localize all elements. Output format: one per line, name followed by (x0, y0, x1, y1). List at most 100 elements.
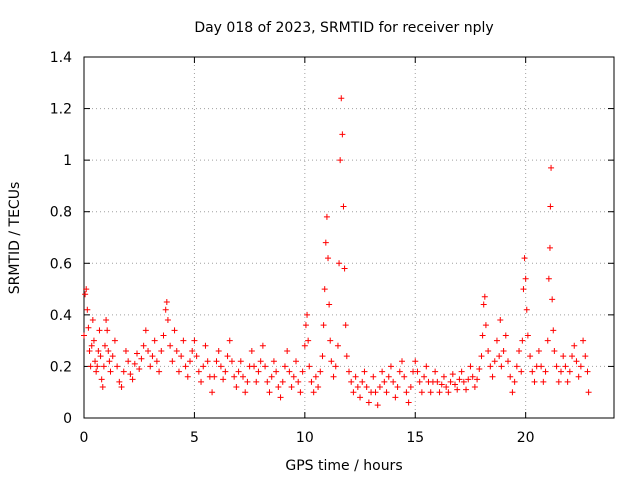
data-point (523, 306, 530, 313)
data-point (485, 347, 492, 354)
data-point (529, 368, 536, 375)
data-point (99, 384, 106, 391)
data-point (306, 363, 313, 370)
data-point (352, 373, 359, 380)
data-point (215, 347, 222, 354)
data-point (151, 337, 158, 344)
data-point (251, 363, 258, 370)
data-point (338, 95, 345, 102)
data-point (167, 342, 174, 349)
data-point (544, 337, 551, 344)
data-point (228, 358, 235, 365)
data-point (109, 353, 116, 360)
data-point (87, 363, 94, 370)
data-point (370, 373, 377, 380)
data-point (304, 311, 311, 318)
data-point (153, 358, 160, 365)
data-point (202, 342, 209, 349)
data-point (491, 358, 498, 365)
data-point (84, 306, 91, 313)
data-point (175, 368, 182, 375)
data-point (131, 360, 138, 367)
data-point (136, 366, 143, 373)
data-point (257, 358, 264, 365)
data-point (231, 373, 238, 380)
data-point (111, 337, 118, 344)
data-point (200, 363, 207, 370)
x-tick-label: 20 (517, 430, 535, 446)
data-point (83, 286, 90, 293)
data-point (538, 363, 545, 370)
data-point (97, 353, 104, 360)
data-point (454, 386, 461, 393)
data-point (474, 376, 481, 383)
data-point (315, 384, 322, 391)
data-point (584, 368, 591, 375)
data-point (585, 389, 592, 396)
data-point (147, 363, 154, 370)
data-point (180, 337, 187, 344)
data-point (372, 389, 379, 396)
data-point (374, 402, 381, 409)
data-point (100, 363, 107, 370)
data-point (86, 347, 93, 354)
x-tick-label: 0 (80, 430, 89, 446)
data-point (519, 337, 526, 344)
data-point (582, 353, 589, 360)
data-point (327, 337, 334, 344)
grid-lines (84, 57, 614, 418)
data-point (500, 347, 507, 354)
data-point (418, 389, 425, 396)
data-point (149, 353, 156, 360)
data-point (381, 378, 388, 385)
data-point (193, 353, 200, 360)
data-point (138, 355, 145, 362)
data-point (158, 347, 165, 354)
data-point (531, 378, 538, 385)
data-point (376, 384, 383, 391)
data-point (387, 363, 394, 370)
data-point (449, 371, 456, 378)
data-point (114, 363, 121, 370)
data-point (88, 342, 95, 349)
data-point (101, 342, 108, 349)
data-point (416, 378, 423, 385)
data-point (198, 378, 205, 385)
data-point (434, 378, 441, 385)
data-point (242, 389, 249, 396)
data-point (105, 347, 112, 354)
data-point (103, 317, 110, 324)
data-point (546, 244, 553, 251)
data-point (89, 317, 96, 324)
data-point (480, 301, 487, 308)
data-point (564, 378, 571, 385)
data-point (255, 368, 262, 375)
data-point (277, 394, 284, 401)
data-point (479, 332, 486, 339)
data-point (354, 384, 361, 391)
data-point (235, 368, 242, 375)
data-point (187, 358, 193, 365)
data-point (233, 384, 240, 391)
data-point (403, 389, 410, 396)
data-point (438, 381, 445, 388)
data-point (513, 363, 520, 370)
data-point (336, 260, 343, 267)
data-point (204, 358, 211, 365)
data-point (90, 337, 97, 344)
data-point (220, 376, 227, 383)
data-point (226, 337, 233, 344)
data-point (343, 353, 350, 360)
data-point (129, 376, 136, 383)
data-point (405, 399, 412, 406)
data-point (346, 368, 352, 375)
data-point (580, 337, 587, 344)
data-point (339, 131, 346, 138)
y-tick-label: 0.2 (50, 359, 72, 375)
data-point (507, 373, 514, 380)
data-point (340, 203, 347, 210)
data-point (325, 255, 332, 262)
data-point (573, 358, 580, 365)
data-point (476, 366, 483, 373)
